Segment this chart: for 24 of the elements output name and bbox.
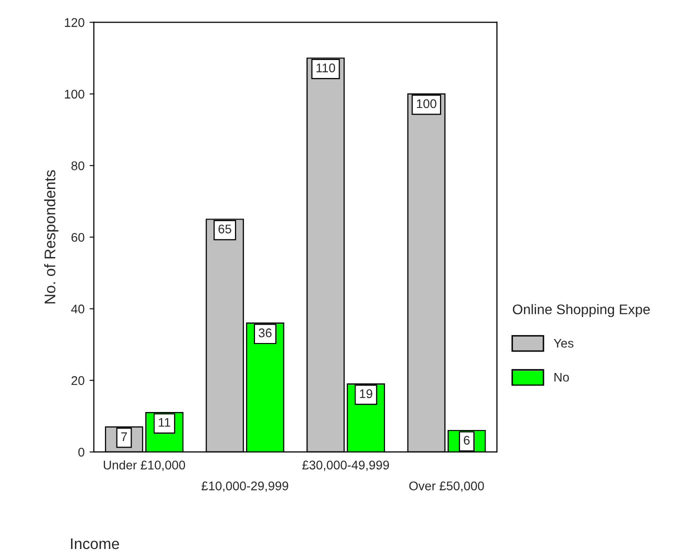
y-tick-label: 60 — [72, 232, 84, 242]
x-tick-label: £10,000-29,999 — [202, 481, 288, 492]
data-label: 36 — [258, 328, 272, 338]
y-tick-label: 40 — [71, 304, 84, 314]
x-tick-label: £30,000-49,999 — [302, 460, 389, 471]
data-label: 19 — [360, 389, 372, 398]
y-axis-title: No. of Respondents — [44, 170, 58, 304]
y-tick-label: 80 — [71, 161, 84, 170]
x-tick-label: Over £50,000 — [409, 481, 484, 492]
y-tick-label: 100 — [64, 90, 84, 99]
y-tick-label: 0 — [78, 448, 84, 457]
legend-title: Online Shopping Expe — [512, 304, 650, 318]
y-tick-label: 20 — [72, 376, 84, 386]
x-tick-label: Under £10,000 — [104, 460, 186, 471]
data-label: 6 — [464, 436, 470, 445]
legend-label: Yes — [554, 338, 574, 348]
data-label: 7 — [121, 432, 127, 441]
data-label: 100 — [416, 99, 436, 108]
y-tick-label: 120 — [64, 18, 84, 27]
data-label: 110 — [316, 63, 336, 72]
x-axis-title: Income — [71, 538, 120, 550]
legend-label: No — [554, 372, 569, 382]
data-label: 11 — [158, 418, 170, 427]
data-label: 65 — [218, 224, 232, 234]
